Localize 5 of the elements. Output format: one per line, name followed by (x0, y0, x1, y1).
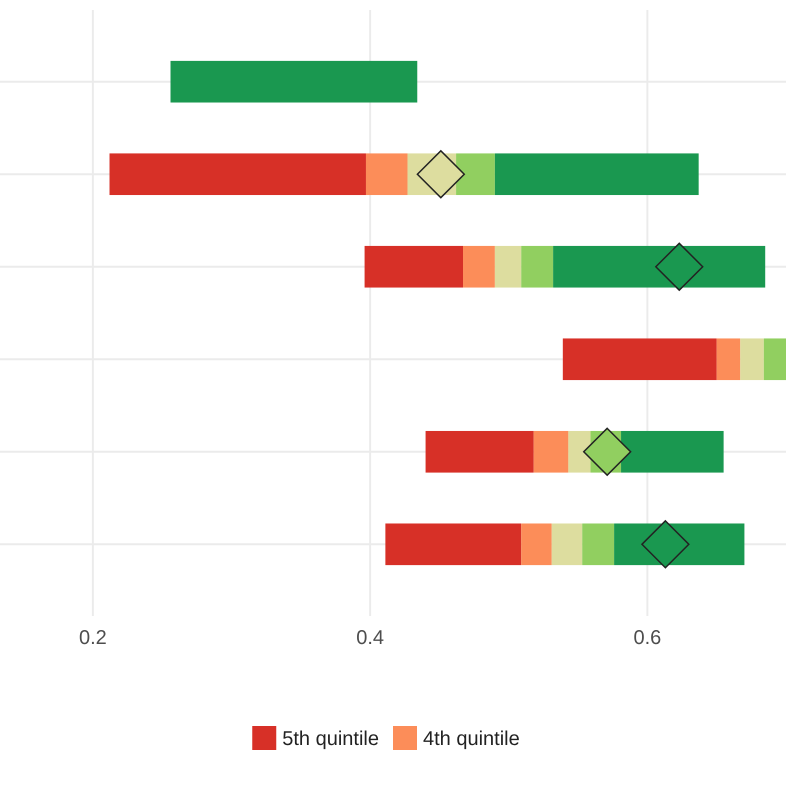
x-tick-label: 0.6 (633, 627, 662, 650)
x-tick-label: 0.2 (78, 627, 107, 650)
legend-label: 4th quintile (423, 728, 520, 750)
legend-label: 5th quintile (282, 728, 379, 750)
x-tick-label: 0.4 (356, 627, 384, 650)
